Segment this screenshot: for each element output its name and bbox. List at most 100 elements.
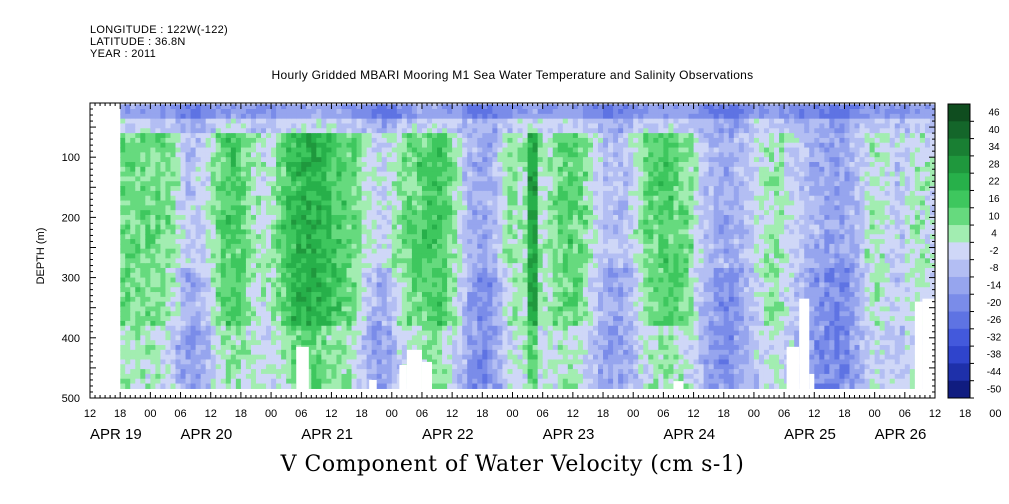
- heatmap-cell: [261, 258, 267, 264]
- heatmap-cell: [271, 335, 277, 341]
- heatmap-cell: [361, 354, 368, 361]
- heatmap-cell: [432, 176, 438, 182]
- heatmap-cell: [356, 292, 363, 298]
- heatmap-cell: [507, 364, 514, 370]
- heatmap-cell: [396, 349, 403, 356]
- heatmap-cell: [170, 282, 177, 288]
- heatmap-cell: [160, 287, 167, 293]
- heatmap-cell: [140, 306, 146, 312]
- heatmap-cell: [416, 190, 423, 197]
- heatmap-cell: [250, 176, 257, 182]
- heatmap-cell: [361, 359, 368, 365]
- heatmap-cell: [341, 267, 348, 274]
- heatmap-cell: [391, 316, 398, 322]
- heatmap-cell: [230, 133, 237, 139]
- heatmap-cell: [266, 176, 272, 182]
- heatmap-cell: [381, 282, 388, 288]
- heatmap-cell: [261, 320, 267, 327]
- heatmap-cell: [321, 210, 327, 216]
- heatmap-cell: [306, 335, 312, 341]
- heatmap-cell: [396, 109, 403, 115]
- heatmap-cell: [286, 123, 292, 129]
- heatmap-cell: [250, 123, 257, 129]
- heatmap-cell: [250, 166, 257, 173]
- heatmap-cell: [502, 162, 509, 168]
- heatmap-cell: [522, 243, 529, 250]
- heatmap-cell: [291, 162, 297, 168]
- heatmap-cell: [381, 239, 388, 245]
- heatmap-cell: [255, 320, 262, 327]
- heatmap-cell: [125, 335, 131, 341]
- heatmap-cell: [361, 267, 368, 274]
- heatmap-cell: [130, 171, 136, 178]
- heatmap-cell: [160, 239, 167, 245]
- heatmap-cell: [361, 205, 368, 211]
- heatmap-cell: [120, 239, 126, 245]
- heatmap-cell: [235, 345, 242, 351]
- heatmap-cell: [406, 118, 413, 125]
- heatmap-cell: [160, 354, 167, 361]
- heatmap-cell: [512, 142, 519, 149]
- heatmap-cell: [140, 104, 146, 110]
- heatmap-cell: [170, 157, 177, 163]
- heatmap-cell: [235, 282, 242, 288]
- heatmap-cell: [391, 383, 398, 389]
- heatmap-cell: [472, 219, 478, 226]
- heatmap-cell: [442, 292, 448, 298]
- heatmap-cell: [135, 277, 141, 284]
- heatmap-cell: [472, 186, 478, 192]
- heatmap-cell: [507, 142, 514, 149]
- heatmap-cell: [396, 157, 403, 163]
- heatmap-cell: [371, 311, 378, 317]
- heatmap-cell: [426, 166, 433, 173]
- heatmap-cell: [437, 166, 443, 173]
- heatmap-cell: [225, 104, 232, 110]
- heatmap-cell: [125, 311, 131, 317]
- heatmap-cell: [271, 137, 277, 144]
- heatmap-cell: [432, 292, 438, 298]
- heatmap-cell: [250, 325, 257, 332]
- heatmap-cell: [381, 224, 388, 231]
- heatmap-cell: [517, 364, 524, 370]
- heatmap-cell: [371, 277, 378, 284]
- heatmap-cell: [220, 162, 227, 168]
- heatmap-cell: [376, 369, 383, 375]
- heatmap-cell: [225, 272, 232, 279]
- heatmap-cell: [301, 123, 307, 129]
- heatmap-cell: [336, 306, 343, 312]
- heatmap-cell: [165, 272, 172, 279]
- heatmap-cell: [125, 137, 131, 144]
- heatmap-cell: [311, 311, 317, 317]
- heatmap-cell: [477, 113, 483, 120]
- heatmap-cell: [170, 104, 177, 110]
- heatmap-cell: [271, 200, 277, 206]
- heatmap-cell: [477, 166, 483, 173]
- heatmap-cell: [386, 200, 393, 206]
- heatmap-cell: [502, 152, 509, 158]
- heatmap-cell: [426, 354, 433, 361]
- heatmap-cell: [255, 335, 262, 341]
- heatmap-cell: [255, 123, 262, 129]
- heatmap-cell: [130, 296, 136, 303]
- heatmap-cell: [376, 373, 383, 380]
- heatmap-cell: [165, 118, 172, 125]
- heatmap-cell: [391, 157, 398, 163]
- heatmap-cell: [296, 234, 302, 240]
- heatmap-cell: [386, 311, 393, 317]
- heatmap-cell: [432, 152, 438, 158]
- heatmap-cell: [190, 243, 197, 250]
- heatmap-cell: [175, 267, 182, 274]
- heatmap-cell: [195, 205, 202, 211]
- heatmap-cell: [190, 176, 197, 182]
- heatmap-cell: [452, 200, 458, 206]
- heatmap-cell: [437, 181, 443, 187]
- heatmap-cell: [170, 229, 177, 235]
- heatmap-cell: [311, 369, 317, 375]
- heatmap-cell: [245, 229, 252, 235]
- heatmap-cell: [437, 214, 443, 221]
- heatmap-cell: [477, 316, 483, 322]
- heatmap-cell: [240, 162, 247, 168]
- heatmap-cell: [391, 340, 398, 346]
- heatmap-cell: [522, 378, 529, 385]
- heatmap-cell: [120, 349, 126, 356]
